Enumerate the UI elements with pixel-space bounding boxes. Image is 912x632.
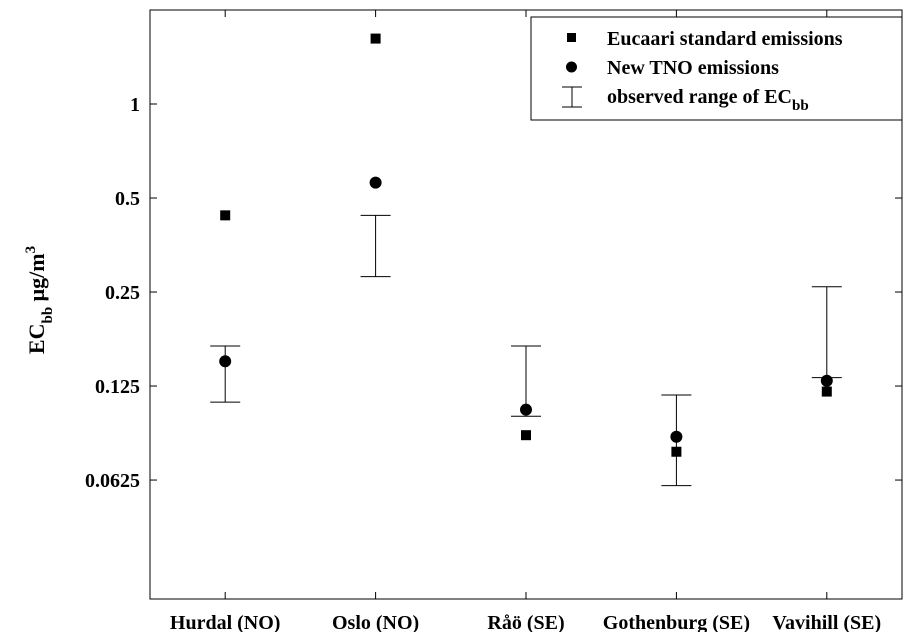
legend-label-tno: New TNO emissions <box>607 57 779 79</box>
x-tick-label: Vavihill (SE) <box>772 612 881 632</box>
range-bar <box>360 214 391 278</box>
legend: Eucaari standard emissions New TNO emiss… <box>530 16 903 121</box>
point-eucaari <box>521 430 531 441</box>
point-tno <box>520 403 532 416</box>
legend-circle-marker <box>566 61 577 73</box>
y-tick-label: 0.0625 <box>85 470 140 492</box>
data-points <box>219 33 833 457</box>
x-tick-label: Gothenburg (SE) <box>603 612 750 632</box>
range-bar <box>811 286 842 379</box>
x-tick-label: Oslo (NO) <box>332 612 419 632</box>
legend-box <box>530 16 903 121</box>
point-tno <box>369 176 382 189</box>
range-bars <box>210 214 842 487</box>
point-eucaari <box>671 446 682 457</box>
x-tick-label: Råö (SE) <box>487 612 564 632</box>
point-eucaari <box>370 33 381 44</box>
y-tick-label: 0.25 <box>105 282 140 304</box>
y-axis: 0.0625 0.125 0.25 0.5 1 <box>85 94 902 492</box>
legend-range-marker <box>562 86 582 108</box>
point-eucaari <box>220 210 231 221</box>
legend-label-range: observed range of ECbb <box>607 86 809 114</box>
x-axis: Hurdal (NO) Oslo (NO) Råö (SE) Gothenburg (… <box>170 10 881 632</box>
y-tick-label: 0.5 <box>115 188 140 210</box>
y-axis-label: ECbb μg/m3 <box>23 246 56 354</box>
point-tno <box>670 430 683 443</box>
legend-label-eucaari: Eucaari standard emissions <box>607 28 843 50</box>
x-tick-label: Hurdal (NO) <box>170 612 281 632</box>
legend-square-marker <box>567 33 576 42</box>
range-bar <box>210 345 241 403</box>
point-tno <box>820 374 833 387</box>
point-eucaari <box>821 386 832 397</box>
y-tick-label: 0.125 <box>95 376 140 398</box>
y-tick-label: 1 <box>130 94 140 116</box>
point-tno <box>219 355 232 368</box>
